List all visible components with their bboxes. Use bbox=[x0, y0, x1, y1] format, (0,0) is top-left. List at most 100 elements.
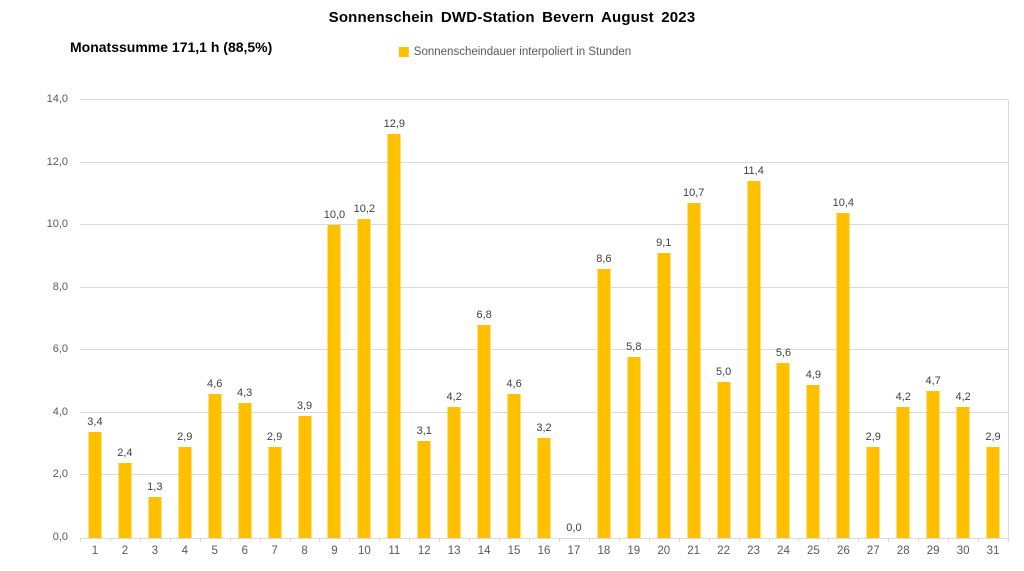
x-axis-label-day-26: 26 bbox=[836, 545, 850, 557]
x-axis-label-day-27: 27 bbox=[866, 545, 880, 557]
bar-day-14 bbox=[477, 325, 491, 538]
x-axis-tick bbox=[139, 538, 141, 542]
bar-day-3 bbox=[148, 497, 162, 538]
bar-day-27 bbox=[866, 447, 880, 538]
x-axis-label-day-6: 6 bbox=[241, 545, 248, 557]
x-axis-label-day-16: 16 bbox=[537, 545, 551, 557]
x-axis-tick bbox=[558, 538, 560, 542]
bar-day-8 bbox=[298, 416, 312, 538]
x-axis-tick bbox=[379, 538, 381, 542]
data-label-day-20: 9,1 bbox=[656, 237, 672, 250]
data-label-day-22: 5,0 bbox=[715, 365, 732, 378]
x-axis-label-day-2: 2 bbox=[121, 545, 129, 557]
bar-day-25 bbox=[806, 384, 820, 538]
x-axis-tick bbox=[858, 538, 860, 542]
x-axis-tick bbox=[1008, 538, 1009, 542]
data-label-day-31: 2,9 bbox=[985, 431, 1001, 444]
y-axis-tick-label: 14,0 bbox=[46, 93, 68, 105]
bar-day-11 bbox=[387, 134, 401, 538]
data-label-day-4: 2,9 bbox=[177, 431, 193, 444]
data-label-day-26: 10,4 bbox=[832, 196, 855, 209]
data-label-day-21: 10,7 bbox=[682, 187, 705, 200]
x-axis-label-day-14: 14 bbox=[477, 545, 491, 557]
chart-title: Sonnenschein DWD-Station Bevern August 2… bbox=[328, 9, 696, 26]
x-axis-label-day-11: 11 bbox=[388, 545, 401, 557]
data-label-day-13: 4,2 bbox=[446, 390, 462, 403]
gridline bbox=[80, 411, 1008, 413]
x-axis-label-day-22: 22 bbox=[717, 545, 731, 557]
plot-area: 0,0 2,0 4,0 6,0 8,0 10,0 12,0 14,0 3,4 1 2,4 2 1,3 3 2… bbox=[47, 93, 1009, 557]
bar-day-20 bbox=[657, 253, 671, 538]
x-axis-label-day-29: 29 bbox=[926, 545, 940, 557]
x-axis-label-day-4: 4 bbox=[181, 545, 188, 557]
data-label-day-15: 4,6 bbox=[506, 378, 522, 391]
x-axis-label-day-25: 25 bbox=[807, 545, 820, 557]
month-sum-label: Monatssumme 171,1 h (88,5%) bbox=[70, 39, 273, 55]
x-axis-label-day-28: 28 bbox=[896, 545, 910, 557]
bar-day-2 bbox=[118, 462, 132, 538]
x-axis-label-day-19: 19 bbox=[627, 545, 641, 557]
y-axis-tick-label: 8,0 bbox=[52, 280, 68, 293]
x-axis-tick bbox=[259, 538, 261, 542]
gridline bbox=[80, 161, 1008, 163]
y-axis-tick-label: 12,0 bbox=[46, 155, 68, 168]
x-axis-label-day-17: 17 bbox=[567, 545, 581, 557]
x-axis-tick bbox=[948, 538, 950, 542]
bar-day-7 bbox=[268, 447, 282, 538]
x-axis-tick bbox=[469, 538, 471, 542]
data-label-day-28: 4,2 bbox=[895, 390, 911, 403]
data-label-day-16: 3,2 bbox=[536, 421, 552, 434]
data-label-day-10: 10,2 bbox=[353, 202, 376, 215]
x-axis-tick bbox=[918, 538, 920, 542]
data-label-day-19: 5,8 bbox=[626, 340, 642, 353]
bar-day-22 bbox=[717, 381, 731, 538]
x-axis-tick bbox=[588, 538, 590, 542]
x-axis-tick bbox=[199, 538, 201, 542]
bar-day-12 bbox=[417, 441, 431, 538]
y-axis-tick-label: 0,0 bbox=[52, 531, 68, 543]
bar-day-9 bbox=[327, 225, 341, 538]
bar-day-18 bbox=[597, 268, 611, 538]
legend-label: Sonnenscheindauer interpoliert in Stunde… bbox=[413, 46, 632, 58]
bar-day-5 bbox=[208, 394, 222, 538]
legend-marker-icon bbox=[398, 47, 409, 57]
data-label-day-8: 3,9 bbox=[296, 400, 313, 412]
x-axis-label-day-18: 18 bbox=[597, 545, 611, 557]
bar-day-28 bbox=[896, 406, 910, 538]
x-axis-label-day-8: 8 bbox=[301, 545, 308, 557]
x-axis-tick bbox=[409, 538, 411, 542]
x-axis-tick bbox=[618, 538, 620, 542]
bar-day-26 bbox=[836, 212, 850, 538]
x-axis-label-day-3: 3 bbox=[151, 545, 159, 557]
gridline bbox=[80, 286, 1008, 288]
x-axis-label-day-24: 24 bbox=[777, 545, 790, 557]
x-axis-tick bbox=[319, 538, 321, 542]
bar-day-24 bbox=[776, 362, 790, 538]
x-axis-label-day-23: 23 bbox=[747, 545, 760, 557]
y-axis-tick-label: 2,0 bbox=[52, 468, 68, 481]
bar-day-4 bbox=[178, 447, 192, 538]
data-label-day-25: 4,9 bbox=[805, 368, 822, 381]
y-axis-tick-label: 4,0 bbox=[52, 405, 68, 418]
x-axis-label-day-12: 12 bbox=[417, 545, 431, 557]
x-axis-tick bbox=[229, 538, 231, 542]
data-label-day-1: 3,4 bbox=[87, 415, 103, 428]
x-axis-tick bbox=[169, 538, 171, 542]
data-label-day-7: 2,9 bbox=[266, 431, 283, 444]
x-axis-tick bbox=[768, 538, 770, 542]
x-axis-label-day-15: 15 bbox=[507, 545, 521, 557]
x-axis-tick bbox=[888, 538, 890, 542]
data-label-day-11: 12,9 bbox=[383, 118, 406, 131]
y-axis-tick-label: 6,0 bbox=[52, 343, 68, 356]
data-label-day-27: 2,9 bbox=[865, 431, 881, 444]
legend: Sonnenscheindauer interpoliert in Stunde… bbox=[398, 46, 632, 58]
bar-day-31 bbox=[986, 447, 1000, 538]
x-axis-tick bbox=[349, 538, 351, 542]
x-axis-label-day-30: 30 bbox=[956, 545, 970, 557]
bar-day-23 bbox=[747, 181, 761, 538]
x-axis-tick bbox=[978, 538, 980, 542]
data-label-day-30: 4,2 bbox=[955, 390, 971, 403]
data-label-day-5: 4,6 bbox=[207, 378, 223, 391]
bar-day-10 bbox=[357, 218, 371, 538]
